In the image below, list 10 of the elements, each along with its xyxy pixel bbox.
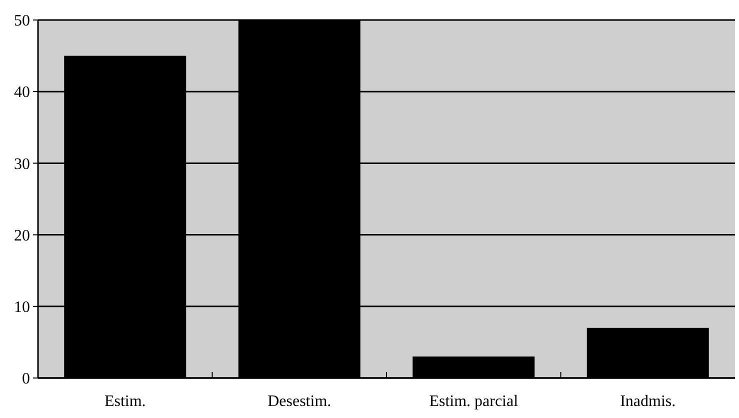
y-tick-label: 50: [14, 12, 30, 30]
x-tick-label: Inadmis.: [620, 393, 676, 410]
y-tick-label: 30: [14, 156, 30, 173]
x-tick-label: Estim. parcial: [429, 393, 519, 410]
y-tick-label: 10: [14, 299, 30, 316]
x-tick-label: Desestim.: [268, 393, 332, 410]
y-tick-label: 40: [14, 84, 30, 102]
y-tick-label: 20: [14, 227, 30, 244]
x-tick-label: Estim.: [104, 393, 146, 410]
y-tick-label: 0: [22, 370, 30, 388]
